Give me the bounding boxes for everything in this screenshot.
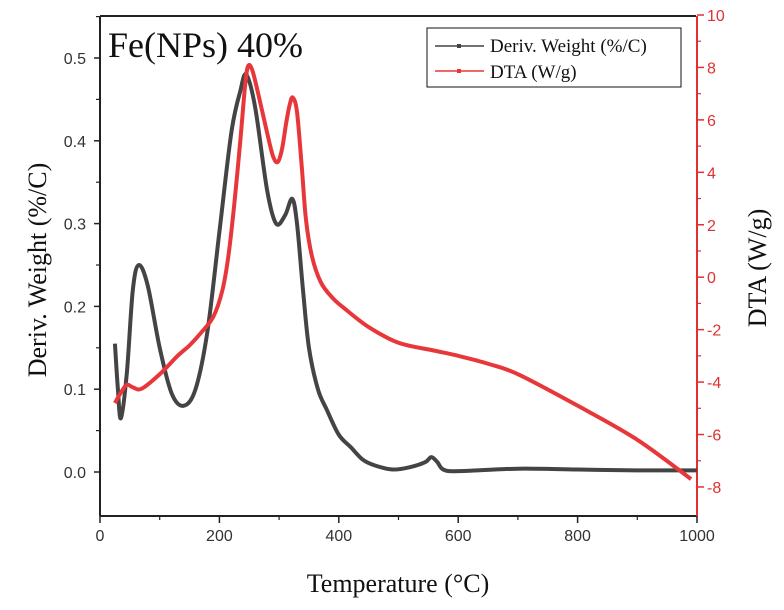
x-tick-label: 0 (96, 528, 105, 545)
y2-tick-label: 0 (707, 270, 716, 287)
y2-tick-label: 8 (707, 60, 716, 77)
y-tick-label: 0.1 (64, 382, 86, 399)
y-tick-label: 0.0 (64, 465, 86, 482)
y2-tick-label: -6 (707, 428, 721, 445)
y2-tick-label: 2 (707, 218, 716, 235)
legend: Deriv. Weight (%/C) DTA (W/g) (426, 27, 682, 88)
y-tick-label: 0.4 (64, 134, 86, 151)
y2-tick-label: -4 (707, 375, 721, 392)
y2-tick-label: 6 (707, 113, 716, 130)
y2-tick-label: -2 (707, 323, 721, 340)
y2-tick-label: 4 (707, 165, 716, 182)
x-tick-label: 800 (564, 528, 591, 545)
y-tick-label: 0.3 (64, 217, 86, 234)
y-tick-label: 0.5 (64, 51, 86, 68)
y2-tick-label: 10 (707, 8, 725, 25)
chart-annotation: Fe(NPs) 40% (108, 25, 303, 65)
legend-entry-dta: DTA (W/g) (490, 62, 577, 83)
x-tick-label: 1000 (679, 528, 715, 545)
x-tick-label: 400 (325, 528, 352, 545)
x-tick-label: 200 (206, 528, 233, 545)
series-line-dta (113, 62, 693, 481)
y-tick-label: 0.2 (64, 299, 86, 316)
x-axis-label: Temperature (°C) (307, 569, 490, 598)
legend-entry-deriv-weight: Deriv. Weight (%/C) (490, 36, 647, 57)
x-tick-label: 600 (445, 528, 472, 545)
y2-tick-label: -8 (707, 480, 721, 497)
y2-axis-label: DTA (W/g) (743, 209, 772, 328)
series-line-deriv-weight (112, 72, 698, 474)
y-axis-label: Deriv. Weight (%/C) (23, 163, 52, 378)
